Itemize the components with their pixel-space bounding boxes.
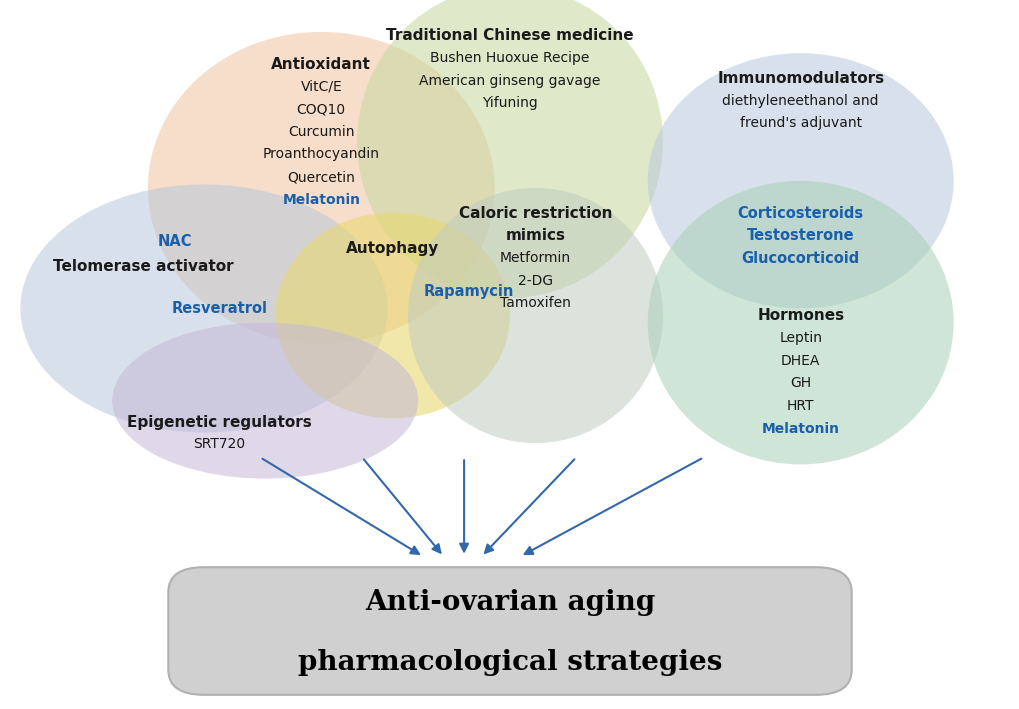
Text: 2-DG: 2-DG: [518, 274, 552, 288]
Text: Telomerase activator: Telomerase activator: [53, 259, 233, 274]
Text: GH: GH: [790, 376, 810, 391]
Text: Melatonin: Melatonin: [282, 193, 360, 207]
Text: Immunomodulators: Immunomodulators: [716, 71, 883, 86]
Ellipse shape: [148, 32, 494, 344]
Text: VitC/E: VitC/E: [301, 79, 341, 94]
Text: Rapamycin: Rapamycin: [424, 284, 514, 298]
Text: Epigenetic regulators: Epigenetic regulators: [126, 415, 312, 430]
Text: Leptin: Leptin: [779, 331, 821, 345]
FancyBboxPatch shape: [168, 567, 851, 695]
Text: Corticosteroids: Corticosteroids: [737, 206, 863, 220]
Text: pharmacological strategies: pharmacological strategies: [298, 649, 721, 676]
Text: diethyleneethanol and: diethyleneethanol and: [721, 94, 878, 108]
Text: Antioxidant: Antioxidant: [271, 57, 371, 72]
Text: Tamoxifen: Tamoxifen: [499, 296, 571, 311]
Text: COQ10: COQ10: [297, 102, 345, 116]
Text: Metformin: Metformin: [499, 251, 571, 265]
Text: SRT720: SRT720: [193, 437, 246, 452]
Text: Curcumin: Curcumin: [287, 125, 355, 139]
Text: HRT: HRT: [787, 399, 813, 413]
Text: Hormones: Hormones: [756, 308, 844, 323]
Text: DHEA: DHEA: [781, 354, 819, 368]
Text: Glucocorticoid: Glucocorticoid: [741, 251, 859, 266]
Text: Traditional Chinese medicine: Traditional Chinese medicine: [386, 28, 633, 43]
Text: Bushen Huoxue Recipe: Bushen Huoxue Recipe: [430, 51, 589, 65]
Ellipse shape: [20, 184, 387, 432]
Ellipse shape: [647, 181, 953, 464]
Text: Melatonin: Melatonin: [761, 422, 839, 436]
Text: Autophagy: Autophagy: [345, 241, 439, 256]
Text: Quercetin: Quercetin: [287, 170, 355, 184]
Text: Anti-ovarian aging: Anti-ovarian aging: [365, 589, 654, 616]
Text: Resveratrol: Resveratrol: [171, 301, 267, 316]
Ellipse shape: [647, 53, 953, 308]
Text: mimics: mimics: [505, 228, 565, 243]
Ellipse shape: [275, 213, 510, 418]
Text: freund's adjuvant: freund's adjuvant: [739, 116, 861, 130]
Text: Testosterone: Testosterone: [746, 228, 854, 243]
Text: Proanthocyandin: Proanthocyandin: [263, 147, 379, 162]
Text: NAC: NAC: [158, 234, 193, 249]
Text: Yifuning: Yifuning: [482, 96, 537, 111]
Ellipse shape: [357, 0, 662, 298]
Text: American ginseng gavage: American ginseng gavage: [419, 74, 600, 88]
Text: Caloric restriction: Caloric restriction: [459, 206, 611, 220]
Ellipse shape: [112, 323, 418, 479]
Ellipse shape: [408, 188, 662, 443]
